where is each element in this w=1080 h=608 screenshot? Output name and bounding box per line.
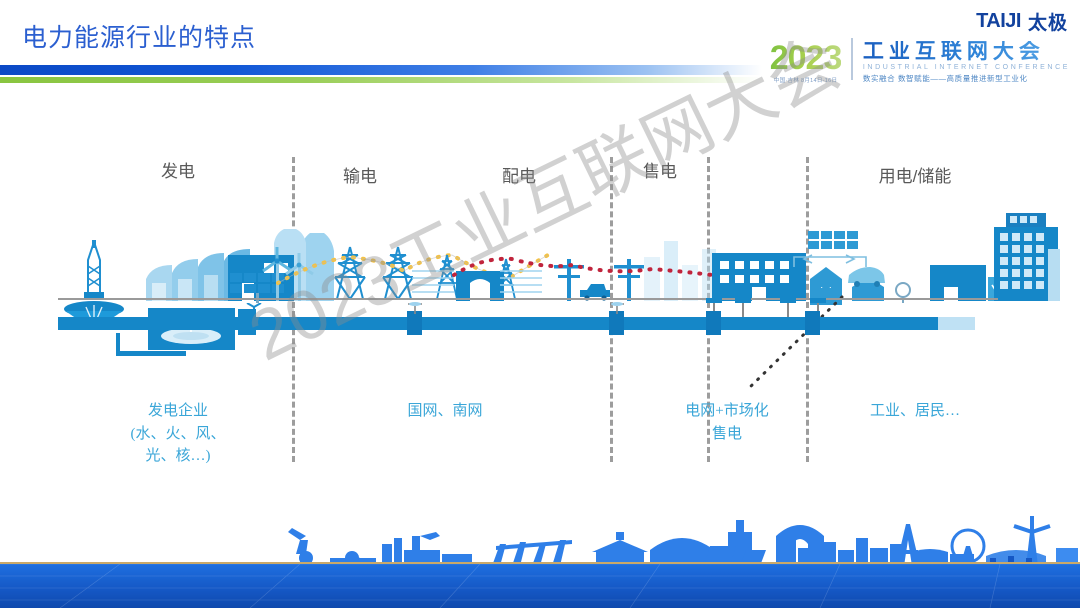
stage-header-transmission: 输电 <box>343 167 377 186</box>
stage-header-distribution: 配电 <box>502 167 536 186</box>
conference-year: 2023 <box>769 38 843 77</box>
transmission-tower-icon-2 <box>382 246 414 300</box>
stage-header-retail: 售电 <box>643 162 677 181</box>
conference-name-block: 工业互联网大会 INDUSTRIAL INTERNET CONFERENCE 数… <box>862 40 1070 84</box>
taiji-logo-latin: TAIJI <box>976 10 1021 32</box>
taiji-logo-cn: 太极 <box>1027 13 1068 34</box>
stage-footer-generation-l2: (水、火、风、 <box>130 425 226 442</box>
stage-footer-generation-l3: 光、核…) <box>145 448 211 464</box>
distribution-line-red <box>452 256 798 293</box>
stage-divider-1 <box>292 157 295 462</box>
stage-divider-2 <box>610 157 613 462</box>
commercial-building-icon <box>712 253 806 301</box>
conference-name-en: INDUSTRIAL INTERNET CONFERENCE <box>862 64 1070 71</box>
page-title: 电力能源行业的特点 <box>22 24 257 52</box>
stage-footer-retail-l1: 电网+市场化 <box>685 403 769 419</box>
bus-stem-4 <box>817 300 819 318</box>
bus-node-antenna-2 <box>610 302 624 314</box>
generation-pool-detail <box>161 320 221 344</box>
header-rule-green <box>0 77 762 83</box>
intake-pipe-vertical <box>116 333 120 355</box>
header-rule-blue <box>0 65 762 75</box>
conference-logo: 2023 中国·吉林 8月14日-16日 工业互联网大会 INDUSTRIAL … <box>770 38 1070 84</box>
conference-year-block: 2023 中国·吉林 8月14日-16日 <box>769 38 843 84</box>
taiji-logo: TAIJI 太极 <box>976 8 1068 35</box>
stage-footer-retail-l2: 售电 <box>711 425 742 442</box>
distribution-pole-icon-2 <box>614 259 644 301</box>
conference-name-cn: 工业互联网大会 <box>863 40 1070 63</box>
intake-pipe-horizontal <box>116 351 186 356</box>
stage-footer-distribution: 国网、南网 <box>407 403 483 419</box>
stage-footer-retail: 电网+市场化 售电 <box>685 400 768 445</box>
stage-footer-generation: 发电企业 (水、火、风、 光、核…) <box>131 400 226 468</box>
bus-node-4 <box>805 311 820 335</box>
transmission-tower-icon-1 <box>334 246 366 300</box>
conference-logo-divider <box>851 38 853 80</box>
header-rule-white <box>0 75 762 77</box>
stage-header-generation: 发电 <box>161 162 195 181</box>
ground-line <box>58 298 998 300</box>
bus-stem-3 <box>787 300 789 318</box>
office-tower-icon <box>994 213 1060 301</box>
bus-node-antenna-1 <box>408 302 422 314</box>
stage-header-consumption: 用电/储能 <box>878 167 952 186</box>
stage-footer-generation-l1: 发电企业 <box>147 403 208 419</box>
step-up-transformer-box <box>238 309 256 335</box>
footer-band <box>0 564 1080 608</box>
footer-grid-pattern <box>0 564 1080 608</box>
bus-stem-2 <box>742 300 744 318</box>
bus-node-2 <box>609 311 624 335</box>
stage-divider-3 <box>707 157 710 462</box>
electric-car-icon <box>848 267 885 287</box>
bus-node-3 <box>706 311 721 335</box>
load-connection-dotted-line <box>744 295 844 393</box>
bus-stem-1 <box>713 300 715 318</box>
bus-stem-caps <box>706 298 826 303</box>
footer-skyline <box>0 516 1080 608</box>
conference-tagline: 数实融合 数智赋能——高质量推进新型工业化 <box>862 74 1028 83</box>
stage-divider-4 <box>806 157 809 462</box>
bus-node-1 <box>407 311 422 335</box>
substation-icon <box>456 271 504 301</box>
conference-location: 中国·吉林 8月14日-16日 <box>773 78 838 84</box>
rooftop-solar-icon <box>808 231 858 249</box>
footer-accent-line <box>0 562 1080 564</box>
oil-derrick-icon <box>84 240 104 298</box>
skyline-right-detail <box>704 536 1046 566</box>
power-value-chain-diagram: 发电 输电 配电 售电 用电/储能 <box>0 22 1080 515</box>
substation-hatch-lines <box>412 270 542 293</box>
stage-footer-consumption: 工业、居民… <box>869 403 961 419</box>
solar-connection-bracket <box>793 254 867 267</box>
